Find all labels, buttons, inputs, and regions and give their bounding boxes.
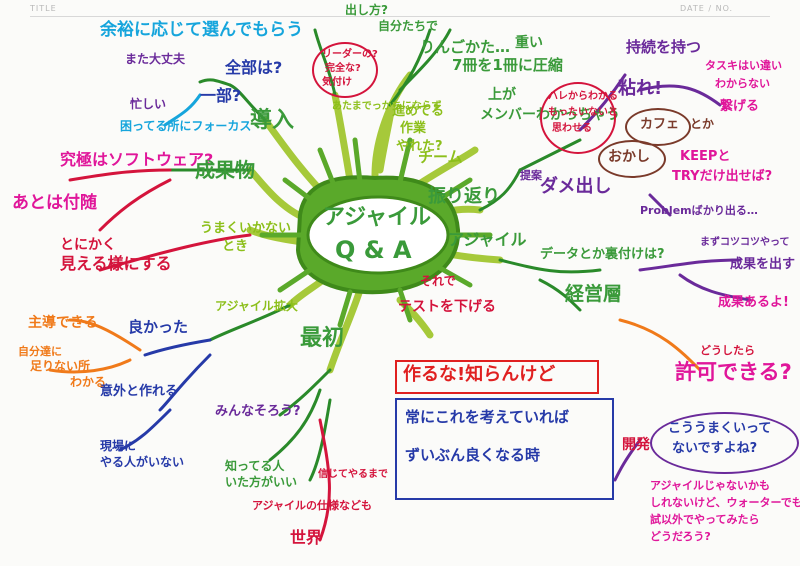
node-seika-aru: 成果あるよ! [718,295,789,310]
node-kou-1: こううまくいって [668,421,772,436]
node-wakaru-2: もったいないと [548,107,618,118]
node-tsukuru: 作るな!知らんけど [403,364,556,385]
node-kanzen: 完全な? [325,63,361,74]
node-seikabutsu: 成果物 [195,158,255,182]
node-saisho: 最初 [300,326,345,351]
node-mata-daijoubu: また大丈夫 [125,52,186,66]
node-igaini: 意外と作れる [100,384,179,399]
node-minna: みんなそろう? [215,404,301,419]
node-sasshi: 7冊を1冊に圧縮 [452,56,563,74]
node-genba-2: やる人がいない [100,455,185,469]
node-agile-ja-3: 試以外でやってみたら [650,513,760,526]
node-mazu-2: 成果を出す [730,257,796,272]
node-dameshi: ダメ出し [540,176,612,197]
title-label: TITLE [30,4,57,13]
node-umaku-1: うまくいかない [200,221,292,236]
node-cafe-circle [625,108,691,146]
date-label: DATE / NO. [680,4,734,13]
center-subtitle: Q & A [335,236,412,264]
node-kyuukyoku: 究極はソフトウェア? [60,150,214,169]
node-jibun-de: 自分たちで [378,19,439,33]
node-umaku-2: とき [222,239,249,254]
node-tsune-box [395,398,614,500]
node-tasuke-3: 繋げる [720,99,760,114]
node-kare: 上が [488,87,516,103]
node-toka: とか [690,117,715,131]
node-tasuke-1: タスキはい違い [705,59,782,72]
node-agile-kakudai: アジャイル拡大 [215,299,298,313]
node-isogashii: 忙しい [130,97,167,111]
node-riyuu-circle [312,42,378,98]
node-mazu-1: まずコツコツやって [700,237,790,248]
node-doushitara: どうしたら [700,344,755,357]
node-team: チーム [418,148,463,166]
node-kou-2: ないですよね? [672,441,758,456]
node-wakaru-circle [540,82,616,154]
node-agile-branch: アジャイル [448,230,527,249]
node-shudou: 主導できる [28,315,98,331]
node-tonikaku-2: 見える様にする [60,254,172,273]
node-kisetsu: 気付け [322,77,352,88]
node-ringo: りんごかた… [420,38,511,56]
node-okashi: おかし [608,149,650,165]
header-rule [30,16,770,17]
node-yokatta: 良かった [128,318,189,336]
node-kyoka: 許可できる? [675,360,792,384]
node-agile-ja-4: どうだろう? [650,530,711,543]
node-kaihatsu: 開発 [622,437,650,453]
node-sorede: それで [420,274,456,288]
node-atama: あたまでっかちにならず [332,101,442,112]
node-tsune-1: 常にこれを考えていれば [405,408,569,426]
node-agile-ja-1: アジャイルじゃないかも [650,479,771,492]
node-agile-ja-2: しれないけど、ウォーターでも [650,496,800,509]
node-tsukuru-box [395,360,599,394]
center-title: アジャイル [323,205,432,230]
node-sekai: 世界 [290,528,323,547]
node-shiyou-3: やれた? [396,139,443,154]
node-atohadakedo: あとは付随 [12,193,97,213]
node-teian: 提案 [520,169,542,182]
node-keep-2: TRYだけ出せば? [672,169,773,184]
node-tsune-2: ずいぶん良くなる時 [405,446,541,464]
node-jibun-3: わかる [70,375,107,389]
node-cafe: カフェ [640,117,680,132]
node-ichibu: 一部? [200,86,242,105]
node-shitteru-1: 知ってる人 [225,459,285,473]
node-keep-1: KEEPと [680,149,731,164]
node-yoyuu: 余裕に応じて選んでもらう [100,20,304,40]
node-jibun-1: 自分達に [18,345,62,358]
node-dounyuu: 導入 [250,108,295,133]
node-okashi-circle [598,140,666,178]
node-neba: 粘れ! [618,78,663,99]
node-data: データとか裏付けは? [540,247,665,262]
node-test-down: テストを下げる [398,299,496,315]
node-kou-circle [650,412,799,474]
node-shiyou-2: 作業 [400,121,427,136]
node-shinjiru: 信じてやるまで [318,469,388,480]
node-riyuu: リーダーの? [322,49,378,60]
node-komatteru: 困ってる所にフォーカス [120,119,252,133]
node-tasuke-2: わからない [715,77,770,90]
node-furikaeri: 振り返り [428,186,500,207]
node-omoi: 重い [515,35,543,51]
node-tonikaku-1: とにかく [60,237,116,253]
node-wakaru-3: 思わせる [552,123,592,134]
node-shiyou-1: 進めてる [392,104,445,119]
node-genba-1: 現場に [100,439,137,453]
node-wakaru-1: ハレからわかる [548,91,618,102]
node-problem: Problemばかり出る… [640,204,758,217]
node-shitteru-2: いた方がいい [225,475,298,489]
node-dashikata: 出し方? [345,3,388,17]
node-keieisou: 経営層 [565,283,623,305]
node-mokuhyou: 持続を持つ [626,38,702,56]
node-zenbu: 全部は? [225,58,283,77]
node-agile-shiyou: アジャイルの仕様なども [252,499,373,512]
node-jibun-2: 足りない所 [30,359,91,373]
